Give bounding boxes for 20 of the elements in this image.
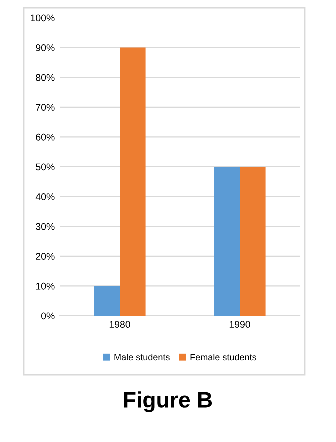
legend-label: Male students [114,354,170,361]
y-tick-label: 40% [36,194,55,200]
y-tick-label: 60% [36,134,55,141]
y-tick-label: 30% [36,223,55,230]
bar [120,48,146,316]
y-tick-label: 70% [36,104,55,112]
y-tick-label: 80% [36,74,55,82]
y-tick-label: 10% [36,282,55,290]
y-tick-label: 50% [36,164,55,171]
legend-label: Female students [190,354,256,361]
text: Figure B [124,392,212,412]
bar [214,167,240,316]
y-tick-label: 100% [31,14,55,22]
y-tick-label: 0% [41,312,55,320]
y-tick-label: 20% [36,253,55,260]
bar [240,167,266,316]
x-tick-label: 1980 [110,321,130,328]
bar [94,286,120,316]
y-tick-label: 90% [36,44,55,52]
x-tick-label: 1990 [230,321,250,328]
